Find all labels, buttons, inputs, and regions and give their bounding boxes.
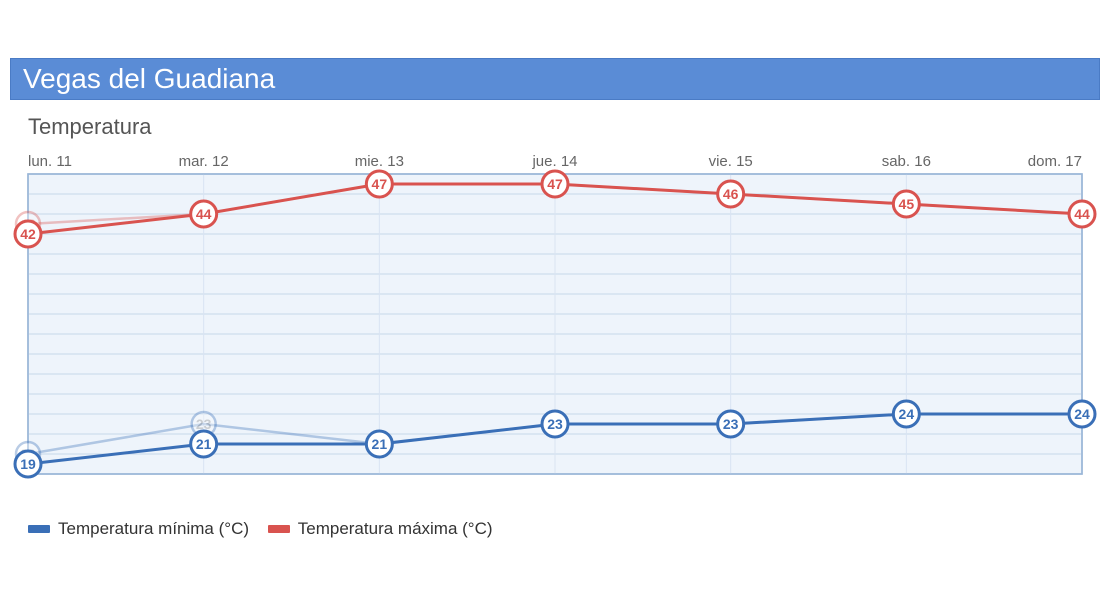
region-title-bar: Vegas del Guadiana — [10, 58, 1100, 100]
svg-text:21: 21 — [372, 436, 388, 452]
svg-text:47: 47 — [372, 176, 388, 192]
svg-text:19: 19 — [20, 456, 36, 472]
legend-label-min: Temperatura mínima (°C) — [58, 519, 249, 539]
svg-text:jue. 14: jue. 14 — [531, 153, 577, 170]
temperature-chart: lun. 11 mar. 12 mie. 13 jue. 14 vie. 15 sab. … — [10, 148, 1100, 508]
svg-text:24: 24 — [899, 406, 915, 422]
svg-text:21: 21 — [196, 436, 212, 452]
svg-text:mie. 13: mie. 13 — [355, 153, 404, 170]
region-title: Vegas del Guadiana — [23, 63, 275, 94]
chart-legend: Temperatura mínima (°C) Temperatura máxi… — [28, 518, 1110, 539]
svg-text:dom. 17: dom. 17 — [1028, 153, 1082, 170]
legend-item-min: Temperatura mínima (°C) — [28, 519, 249, 539]
svg-text:lun. 11: lun. 11 — [28, 153, 72, 170]
svg-text:mar. 12: mar. 12 — [179, 153, 229, 170]
chart-svg: lun. 11 mar. 12 mie. 13 jue. 14 vie. 15 sab. … — [10, 148, 1100, 508]
svg-text:44: 44 — [196, 206, 212, 222]
legend-swatch-min — [28, 525, 50, 533]
svg-text:23: 23 — [547, 416, 563, 432]
svg-text:vie. 15: vie. 15 — [709, 153, 753, 170]
svg-text:42: 42 — [20, 226, 36, 242]
svg-text:sab. 16: sab. 16 — [882, 153, 931, 170]
svg-text:45: 45 — [899, 196, 915, 212]
svg-text:24: 24 — [1074, 406, 1090, 422]
svg-text:44: 44 — [1074, 206, 1090, 222]
svg-text:23: 23 — [723, 416, 739, 432]
legend-swatch-max — [268, 525, 290, 533]
legend-item-max: Temperatura máxima (°C) — [268, 519, 493, 539]
svg-text:47: 47 — [547, 176, 563, 192]
legend-label-max: Temperatura máxima (°C) — [298, 519, 493, 539]
chart-subtitle: Temperatura — [28, 114, 1110, 140]
svg-text:46: 46 — [723, 186, 739, 202]
